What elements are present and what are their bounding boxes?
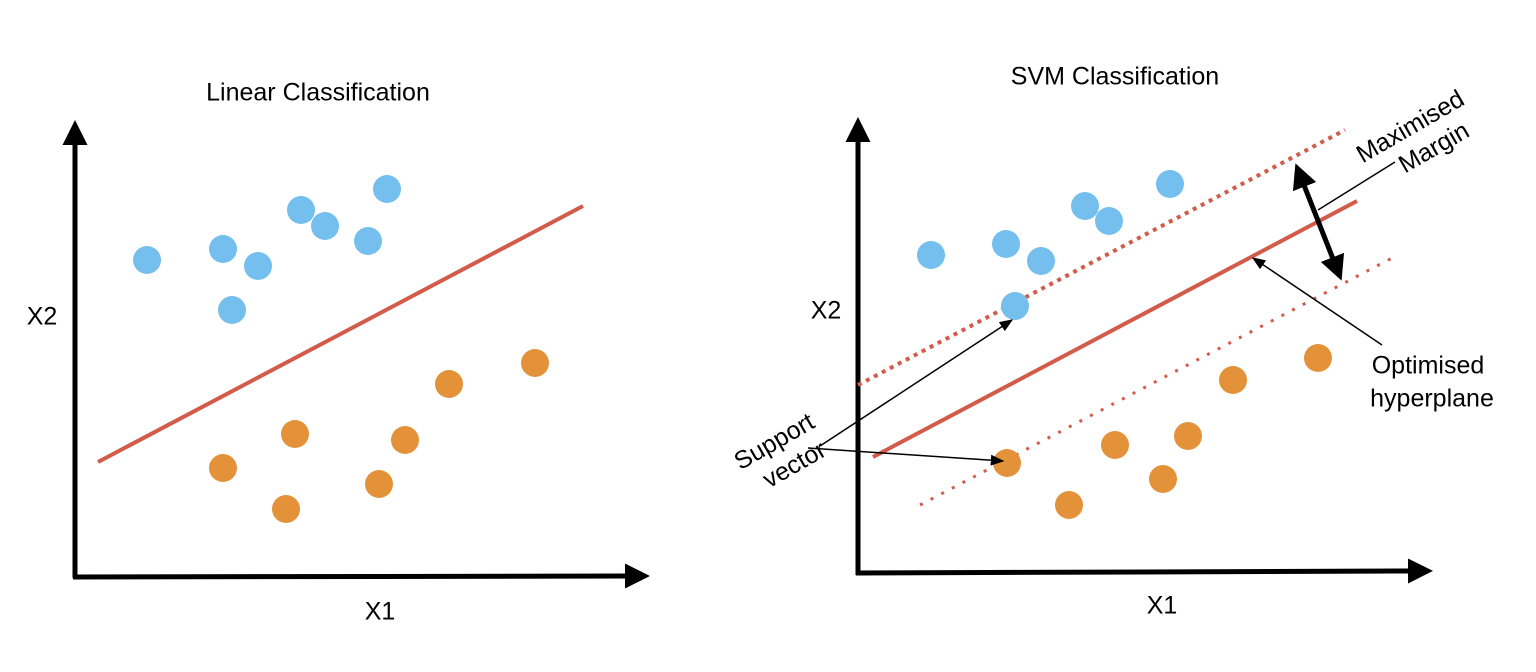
margin-arrow	[1292, 163, 1345, 281]
point	[354, 227, 382, 255]
point	[435, 370, 463, 398]
support-pointer	[819, 319, 1014, 447]
point	[311, 212, 339, 240]
point	[1101, 431, 1129, 459]
margin-label: Maximised Margin	[1352, 85, 1474, 179]
margin-pointer	[1317, 161, 1396, 211]
point	[365, 470, 393, 498]
point	[218, 296, 246, 324]
x-axis	[855, 558, 1433, 584]
point	[1174, 422, 1202, 450]
point	[1219, 366, 1247, 394]
point	[993, 449, 1021, 477]
point	[391, 426, 419, 454]
lower-margin	[919, 256, 1393, 507]
point	[1095, 207, 1123, 235]
point	[1027, 247, 1055, 275]
point	[521, 349, 549, 377]
class-b-points	[993, 344, 1332, 519]
point	[133, 246, 161, 274]
point	[209, 235, 237, 263]
hyperplane-label: Optimised	[1372, 352, 1485, 380]
left-panel: Linear Classification X2 X1	[27, 79, 650, 626]
hyperplane	[872, 199, 1358, 459]
point	[1071, 192, 1099, 220]
support-pointer	[807, 447, 1005, 466]
separator-line	[97, 204, 584, 464]
point	[1149, 465, 1177, 493]
point	[992, 230, 1020, 258]
y-axis-label: X2	[811, 297, 842, 325]
point	[244, 252, 272, 280]
point	[373, 175, 401, 203]
point	[1001, 292, 1029, 320]
class-b-points	[209, 349, 549, 523]
x-axis	[72, 563, 650, 589]
right-title: SVM Classification	[1011, 63, 1219, 91]
right-panel: SVM Classification X2 X1	[729, 63, 1493, 620]
x-axis-label: X1	[1147, 592, 1178, 620]
hyperplane-pointer	[1251, 257, 1383, 346]
support-label: Support vector	[729, 408, 831, 494]
class-a-points	[917, 170, 1184, 320]
point	[287, 196, 315, 224]
point	[1055, 491, 1083, 519]
point	[1304, 344, 1332, 372]
point	[1156, 170, 1184, 198]
upper-margin	[857, 128, 1346, 387]
y-axis-label: X2	[27, 303, 58, 331]
class-a-points	[133, 175, 401, 324]
left-title: Linear Classification	[206, 79, 430, 107]
hyperplane-label: hyperplane	[1370, 385, 1494, 413]
point	[917, 241, 945, 269]
point	[272, 495, 300, 523]
x-axis-label: X1	[365, 598, 396, 626]
point	[281, 420, 309, 448]
point	[209, 454, 237, 482]
